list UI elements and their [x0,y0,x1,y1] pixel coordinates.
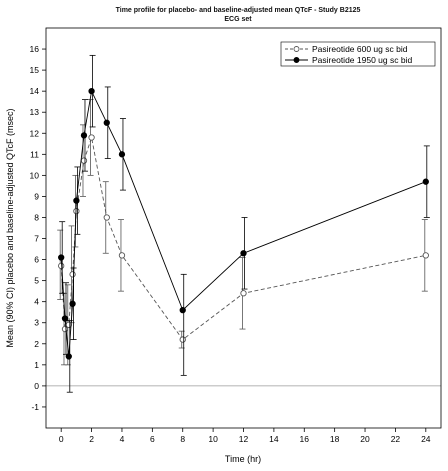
legend-marker-600 [293,46,300,52]
series-layer [57,54,430,393]
legend-label-600: Pasireotide 600 ug sc bid [312,44,408,54]
x-tick-label: 10 [208,434,218,444]
y-tick-label: 12 [30,128,40,138]
x-tick-label: 22 [391,434,401,444]
y-tick-label: 14 [30,86,40,96]
y-tick-label: 2 [34,339,39,349]
data-point [240,250,247,257]
data-point [118,252,126,259]
data-point [65,353,72,360]
y-tick-label: 6 [34,255,39,265]
x-tick-label: 8 [180,434,185,444]
data-point [422,252,429,259]
x-tick-label: 20 [360,434,370,444]
data-point [422,178,429,185]
data-point [103,214,110,221]
data-point [179,306,186,314]
data-point [103,119,110,126]
series-1 [58,54,430,393]
y-tick-label: 1 [34,360,39,370]
x-tick-label: 0 [59,434,64,444]
data-point [73,197,80,204]
legend-label-1950: Pasireotide 1950 ug sc bid [312,55,412,65]
y-tick-label: 0 [34,381,39,391]
y-tick-label: 13 [30,107,40,117]
series-line [60,137,426,341]
y-tick-label: 11 [30,149,39,159]
y-tick-label: 3 [34,318,39,328]
series-0 [57,99,429,366]
x-tick-label: 16 [300,434,310,444]
data-point [80,157,88,164]
data-point [69,300,76,307]
x-tick-label: 4 [120,434,125,444]
x-tick-label: 2 [89,434,94,444]
x-tick-label: 12 [239,434,249,444]
data-point [88,134,95,141]
x-tick-label: 6 [150,434,155,444]
data-point [80,132,88,139]
y-tick-label: 5 [34,276,39,286]
y-tick-label: 15 [30,65,40,75]
data-point [240,290,247,297]
x-tick-label: 14 [269,434,279,444]
legend-marker-1950 [293,57,300,63]
chart-subtitle: ECG set [224,16,252,23]
data-point [179,336,186,343]
x-axis-label: Time (hr) [225,454,261,464]
x-tick-label: 18 [330,434,340,444]
plot-frame [45,27,442,429]
y-tick-label: -1 [31,402,39,412]
data-point [118,151,126,158]
y-tick-label: 8 [34,212,39,222]
y-tick-label: 10 [30,170,40,180]
y-tick-label: 16 [30,44,40,54]
data-point [58,254,65,261]
y-tick-label: 4 [34,297,39,307]
series-line [60,89,426,357]
x-tick-label: 24 [421,434,431,444]
data-point [88,88,95,95]
y-tick-label: 7 [34,234,39,244]
legend: Pasireotide 600 ug sc bid Pasireotide 19… [280,41,436,67]
y-tick-label: 9 [34,191,39,201]
legend-box [280,41,436,67]
chart-title: Time profile for placebo- and baseline-a… [116,7,361,14]
y-axis-label: Mean (90% CI) placebo and baseline-adjus… [5,108,15,347]
data-point [69,271,76,278]
data-point [61,315,69,322]
